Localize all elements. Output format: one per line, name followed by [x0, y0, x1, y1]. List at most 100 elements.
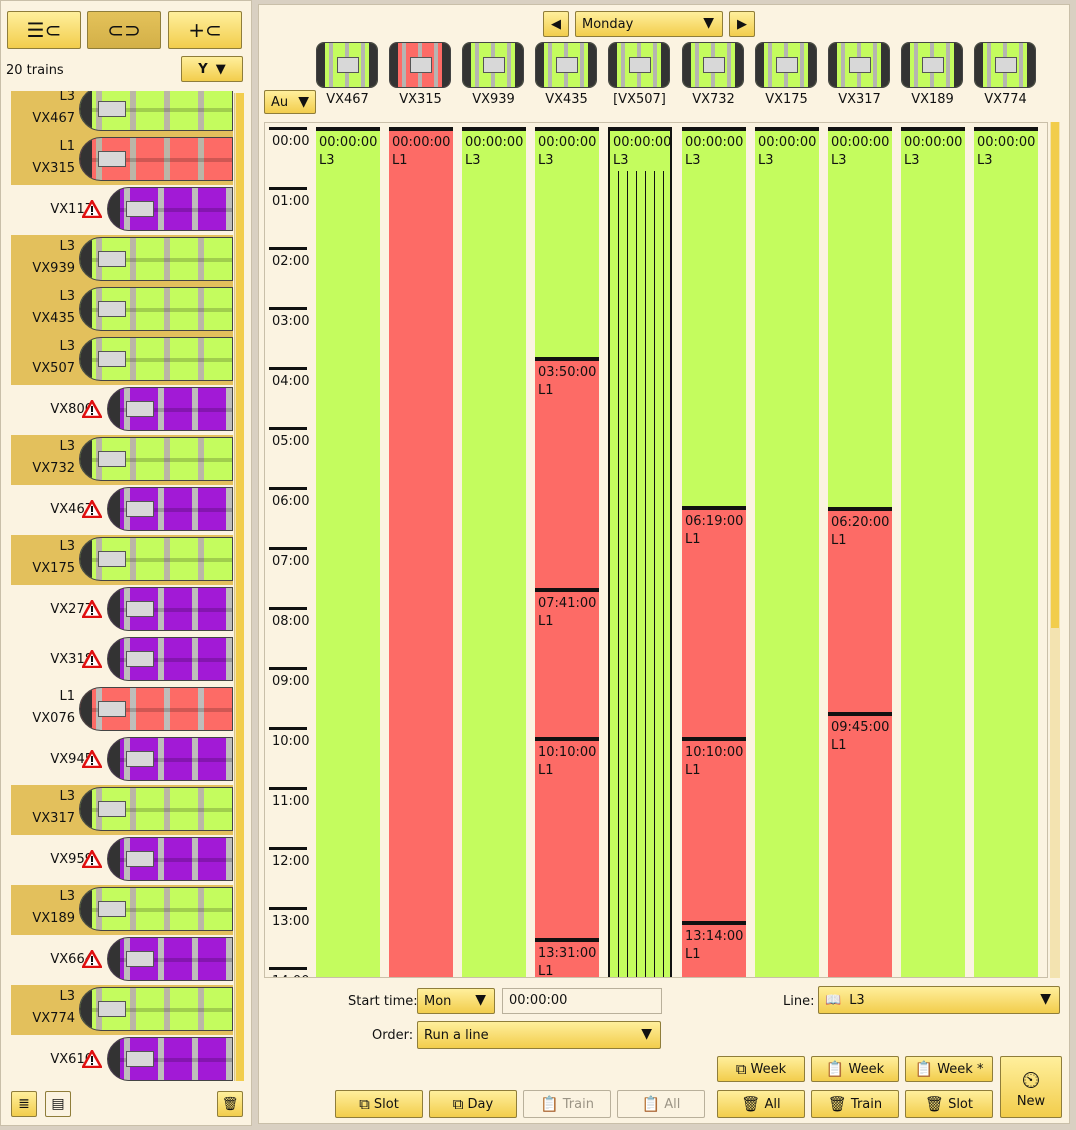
train-list-scrollbar[interactable] — [234, 93, 244, 1081]
new-slot-button[interactable]: ⏲ New — [1000, 1056, 1062, 1118]
schedule-slot[interactable]: 03:50:00 L1 — [535, 357, 599, 588]
schedule-tab-button[interactable]: ⊂⊃ — [87, 11, 161, 49]
copy-slot-button[interactable]: ⧉ Slot — [335, 1090, 423, 1118]
chevron-down-icon: ▼ — [215, 61, 226, 77]
lines-tab-button[interactable]: ☰⊂ — [7, 11, 81, 49]
train-list-item[interactable]: L3 VX175 — [11, 535, 233, 585]
column-train-icon[interactable] — [828, 42, 890, 88]
start-day-select[interactable]: Mon ▼ — [417, 988, 495, 1014]
schedule-slot[interactable]: 10:10:00 L1 — [535, 737, 599, 938]
schedule-column[interactable]: 00:00:00 L3 — [755, 127, 819, 977]
column-train-icon[interactable] — [755, 42, 817, 88]
paste-all-button[interactable]: 📋 All — [617, 1090, 705, 1118]
train-list-scrollbar-thumb[interactable] — [236, 93, 244, 1081]
schedule-slot[interactable]: 13:31:00 L1 — [535, 938, 599, 977]
delete-all-button[interactable]: 🗑 All — [717, 1090, 805, 1118]
schedule-slot[interactable]: 00:00:00 L3 — [316, 127, 380, 977]
order-select[interactable]: Run a line ▼ — [417, 1021, 661, 1049]
paste-week-button[interactable]: 📋 Week — [811, 1056, 899, 1082]
column-train-icon[interactable] — [682, 42, 744, 88]
schedule-slot[interactable]: 00:00:00 L3 — [682, 127, 746, 506]
schedule-slot[interactable]: 00:00:00 L3 — [535, 127, 599, 357]
schedule-slot[interactable]: 00:00:00 L3 — [462, 127, 526, 977]
add-train-tab-button[interactable]: +⊂ — [168, 11, 242, 49]
train-list-item[interactable]: L3 VX732 — [11, 435, 233, 485]
column-train-icon[interactable] — [389, 42, 451, 88]
schedule-slot[interactable]: 00:00:00 L1 — [389, 127, 453, 977]
train-list-item[interactable]: L3 VX939 — [11, 235, 233, 285]
schedule-scrollbar[interactable] — [1050, 122, 1060, 978]
delete-train-button[interactable]: 🗑 — [217, 1091, 243, 1117]
copy-week-button[interactable]: ⧉ Week — [717, 1056, 805, 1082]
schedule-column[interactable]: 00:00:00 L3 06:19:00 L1 10:10:00 L1 13:14:00 L1 — [682, 127, 746, 977]
train-icon — [79, 987, 233, 1031]
train-list-item[interactable]: L3 VX774 — [11, 985, 233, 1035]
column-train-icon[interactable] — [901, 42, 963, 88]
auto-scroll-select[interactable]: Au ▼ — [264, 90, 316, 114]
train-list-item[interactable]: VX800 — [11, 385, 233, 435]
schedule-slot[interactable]: 09:45:00 L1 — [828, 712, 892, 977]
train-list-item[interactable]: VX610 — [11, 1035, 233, 1083]
schedule-scrollbar-thumb[interactable] — [1051, 122, 1059, 628]
copy-icon: ⧉ — [735, 1060, 747, 1078]
train-icon — [79, 137, 233, 181]
paste-train-button[interactable]: 📋 Train — [523, 1090, 611, 1118]
filter-button[interactable]: Y ▼ — [181, 56, 243, 82]
detail-view-button[interactable]: ▤ — [45, 1091, 71, 1117]
schedule-column[interactable]: 00:00:00 L3 06:20:00 L1 09:45:00 L1 — [828, 127, 892, 977]
delete-slot-button[interactable]: 🗑 Slot — [905, 1090, 993, 1118]
column-train-icon[interactable] — [974, 42, 1036, 88]
schedule-grid[interactable]: 00:00 01:00 02:00 03:00 04:00 05:00 06:00 07:00… — [264, 122, 1048, 978]
train-list-item[interactable]: VX117 — [11, 185, 233, 235]
paste-week-star-button[interactable]: 📋 Week * — [905, 1056, 993, 1082]
schedule-column[interactable]: 00:00:00 L3 — [462, 127, 526, 977]
slot-time: 00:00:00 — [613, 135, 672, 150]
train-list-item[interactable]: VX959 — [11, 835, 233, 885]
train-list-item[interactable]: L3 VX435 — [11, 285, 233, 335]
schedule-slot[interactable]: 07:41:00 L1 — [535, 588, 599, 737]
train-list-item[interactable]: VX318 — [11, 635, 233, 685]
train-list-item[interactable]: L1 VX076 — [11, 685, 233, 735]
schedule-column[interactable]: 00:00:00 L3 — [974, 127, 1038, 977]
train-icon — [107, 937, 233, 981]
slot-time: 09:45:00 — [831, 720, 890, 735]
schedule-slot[interactable]: 00:00:00 L3 — [901, 127, 965, 977]
train-list-item[interactable]: L1 VX315 — [11, 135, 233, 185]
schedule-column[interactable]: 00:00:00 L3 — [316, 127, 380, 977]
delete-train-slots-button[interactable]: 🗑 Train — [811, 1090, 899, 1118]
column-train-icon[interactable] — [608, 42, 670, 88]
schedule-slot[interactable]: 06:19:00 L1 — [682, 506, 746, 737]
day-select[interactable]: Monday ▼ — [575, 11, 723, 37]
list-view-button[interactable]: ≣ — [11, 1091, 37, 1117]
slot-line: L3 — [831, 153, 847, 168]
schedule-column[interactable]: 00:00:00 L3 — [608, 127, 672, 977]
train-list-item[interactable]: L3 VX317 — [11, 785, 233, 835]
column-train-icon[interactable] — [535, 42, 597, 88]
schedule-slot[interactable]: 00:00:00 L3 — [608, 127, 672, 977]
train-list-item[interactable]: L3 VX507 — [11, 335, 233, 385]
column-train-name: VX732 — [692, 92, 735, 107]
train-list-item[interactable]: VX945 — [11, 735, 233, 785]
schedule-slot[interactable]: 00:00:00 L3 — [755, 127, 819, 977]
schedule-column[interactable]: 00:00:00 L3 — [901, 127, 965, 977]
schedule-slot[interactable]: 00:00:00 L3 — [828, 127, 892, 507]
train-list-item[interactable]: VX277 — [11, 585, 233, 635]
column-train-icon[interactable] — [316, 42, 378, 88]
schedule-slot[interactable]: 13:14:00 L1 — [682, 921, 746, 977]
schedule-slot[interactable]: 10:10:00 L1 — [682, 737, 746, 921]
start-time-input[interactable]: 00:00:00 — [502, 988, 662, 1014]
train-list-item[interactable]: VX467 — [11, 485, 233, 535]
train-list-item[interactable]: L3 VX189 — [11, 885, 233, 935]
train-list-item[interactable]: VX664 — [11, 935, 233, 985]
copy-day-button[interactable]: ⧉ Day — [429, 1090, 517, 1118]
train-list-item[interactable]: L3 VX467 — [11, 91, 233, 135]
next-day-button[interactable]: ▶ — [729, 11, 755, 37]
schedule-slot[interactable]: 00:00:00 L3 — [974, 127, 1038, 977]
train-list[interactable]: L3 VX467 L1 VX315 VX117 L3 VX939 L3 VX435 L3 VX507… — [11, 91, 233, 1083]
schedule-slot[interactable]: 06:20:00 L1 — [828, 507, 892, 712]
column-train-icon[interactable] — [462, 42, 524, 88]
schedule-column[interactable]: 00:00:00 L3 03:50:00 L1 07:41:00 L1 10:10:00 L1… — [535, 127, 599, 977]
schedule-column[interactable]: 00:00:00 L1 — [389, 127, 453, 977]
line-select[interactable]: 📖 L3 ▼ — [818, 986, 1060, 1014]
prev-day-button[interactable]: ◀ — [543, 11, 569, 37]
